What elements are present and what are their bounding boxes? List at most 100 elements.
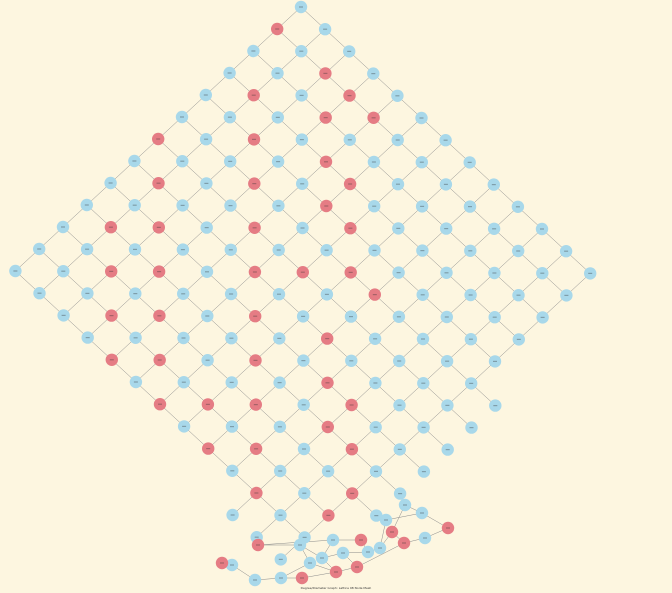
graph-node-label-mark: [109, 315, 114, 317]
graph-node-red: [343, 89, 356, 102]
graph-node-label-mark: [325, 338, 330, 340]
graph-node-label-mark: [85, 292, 90, 294]
graph-node-label-mark: [371, 117, 376, 119]
graph-node-blue: [415, 111, 428, 125]
graph-node-label-mark: [133, 293, 138, 295]
graph-node-red: [329, 565, 343, 579]
graph-node-label-mark: [372, 294, 377, 296]
graph-node-red: [345, 443, 359, 456]
graph-node-blue: [273, 376, 286, 389]
graph-node-label-mark: [302, 536, 307, 538]
graph-node-label-mark: [419, 161, 424, 163]
graph-node-label-mark: [373, 338, 378, 340]
graph-node-label-mark: [366, 551, 370, 553]
graph-node-label-mark: [229, 337, 234, 339]
graph-node-blue: [225, 332, 238, 345]
graph-node-blue: [177, 287, 190, 300]
graph-node-label-mark: [493, 405, 498, 407]
graph-node-red: [321, 332, 334, 345]
graph-node-blue: [463, 156, 476, 169]
graph-node-blue: [303, 556, 317, 570]
graph-node-blue: [81, 287, 94, 300]
graph-node-label-mark: [398, 493, 403, 495]
graph-node-label-mark: [349, 448, 354, 450]
graph-node-label-mark: [403, 504, 407, 506]
graph-node-label-mark: [301, 404, 306, 406]
graph-node-label-mark: [420, 250, 425, 252]
graph-node-blue: [391, 89, 404, 103]
graph-node-label-mark: [181, 337, 186, 339]
graph-node-label-mark: [277, 293, 281, 295]
graph-node-blue: [177, 331, 190, 345]
graph-node-blue: [344, 310, 358, 323]
graph-node-blue: [488, 355, 502, 368]
graph-node-label-mark: [516, 294, 521, 296]
graph-node-label-mark: [227, 72, 232, 74]
graph-node-blue: [536, 311, 549, 324]
graph-node-label-mark: [467, 161, 472, 163]
graph-node-label-mark: [276, 161, 281, 163]
graph-node-blue: [367, 155, 381, 169]
graph-node-label-mark: [254, 492, 259, 494]
graph-node-label-mark: [37, 248, 42, 250]
graph-node-blue: [464, 244, 477, 257]
graph-node-blue: [439, 134, 452, 147]
graph-node-blue: [416, 244, 429, 257]
graph-node-red: [105, 353, 119, 366]
graph-node-blue: [392, 310, 406, 323]
graph-node-blue: [129, 331, 142, 344]
graph-node-label-mark: [516, 338, 521, 340]
graph-node-blue: [9, 264, 22, 278]
graph-node-blue: [440, 355, 454, 368]
graph-node-label-mark: [325, 426, 330, 428]
graph-node-blue: [128, 154, 141, 168]
graph-node-blue: [248, 573, 262, 587]
graph-node-label-mark: [444, 316, 449, 318]
graph-node-label-mark: [85, 337, 90, 339]
graph-node-label-mark: [109, 270, 114, 272]
graph-node-label-mark: [228, 160, 233, 162]
graph-node-red: [201, 398, 215, 411]
graph-node-red: [343, 177, 357, 191]
graph-node-label-mark: [300, 227, 305, 229]
graph-node-label-mark: [421, 382, 426, 384]
graph-node-blue: [392, 222, 405, 235]
graph-node-blue: [226, 464, 239, 477]
graph-node-label-mark: [253, 404, 258, 406]
graph-node-blue: [584, 267, 597, 280]
graph-node-blue: [488, 266, 501, 280]
graph-node-red: [319, 111, 332, 124]
graph-node-label-mark: [157, 359, 162, 361]
graph-node-label-mark: [373, 426, 378, 428]
graph-node-blue: [80, 243, 94, 256]
graph-node-label-mark: [423, 537, 427, 539]
graph-node-red: [152, 221, 165, 234]
graph-node-label-mark: [254, 536, 259, 538]
graph-node-blue: [488, 311, 501, 324]
graph-node-blue: [272, 288, 286, 301]
graph-node-label-mark: [323, 72, 328, 74]
graph-node-label-mark: [402, 542, 406, 544]
graph-node-blue: [224, 243, 237, 256]
graph-node-blue: [392, 266, 405, 279]
graph-node-label-mark: [132, 160, 137, 162]
graph-node-label-mark: [299, 94, 304, 96]
graph-node-blue: [393, 399, 406, 412]
graph-node-blue: [441, 443, 454, 456]
graph-node-label-mark: [371, 73, 376, 75]
graph-node-red: [153, 353, 166, 367]
graph-node-blue: [201, 354, 214, 367]
graph-node-label-mark: [252, 271, 257, 273]
graph-node-label-mark: [133, 337, 138, 339]
graph-node-label-mark: [301, 360, 306, 362]
graph-node-label-mark: [374, 515, 379, 517]
graph-node-blue: [393, 487, 407, 500]
graph-node-blue: [536, 267, 549, 280]
graph-node-blue: [274, 509, 287, 522]
graph-node-label-mark: [396, 183, 400, 185]
graph-node-blue: [320, 244, 333, 257]
graph-node-label-mark: [158, 403, 162, 405]
graph-node-blue: [487, 222, 501, 235]
graph-node-label-mark: [61, 270, 66, 272]
